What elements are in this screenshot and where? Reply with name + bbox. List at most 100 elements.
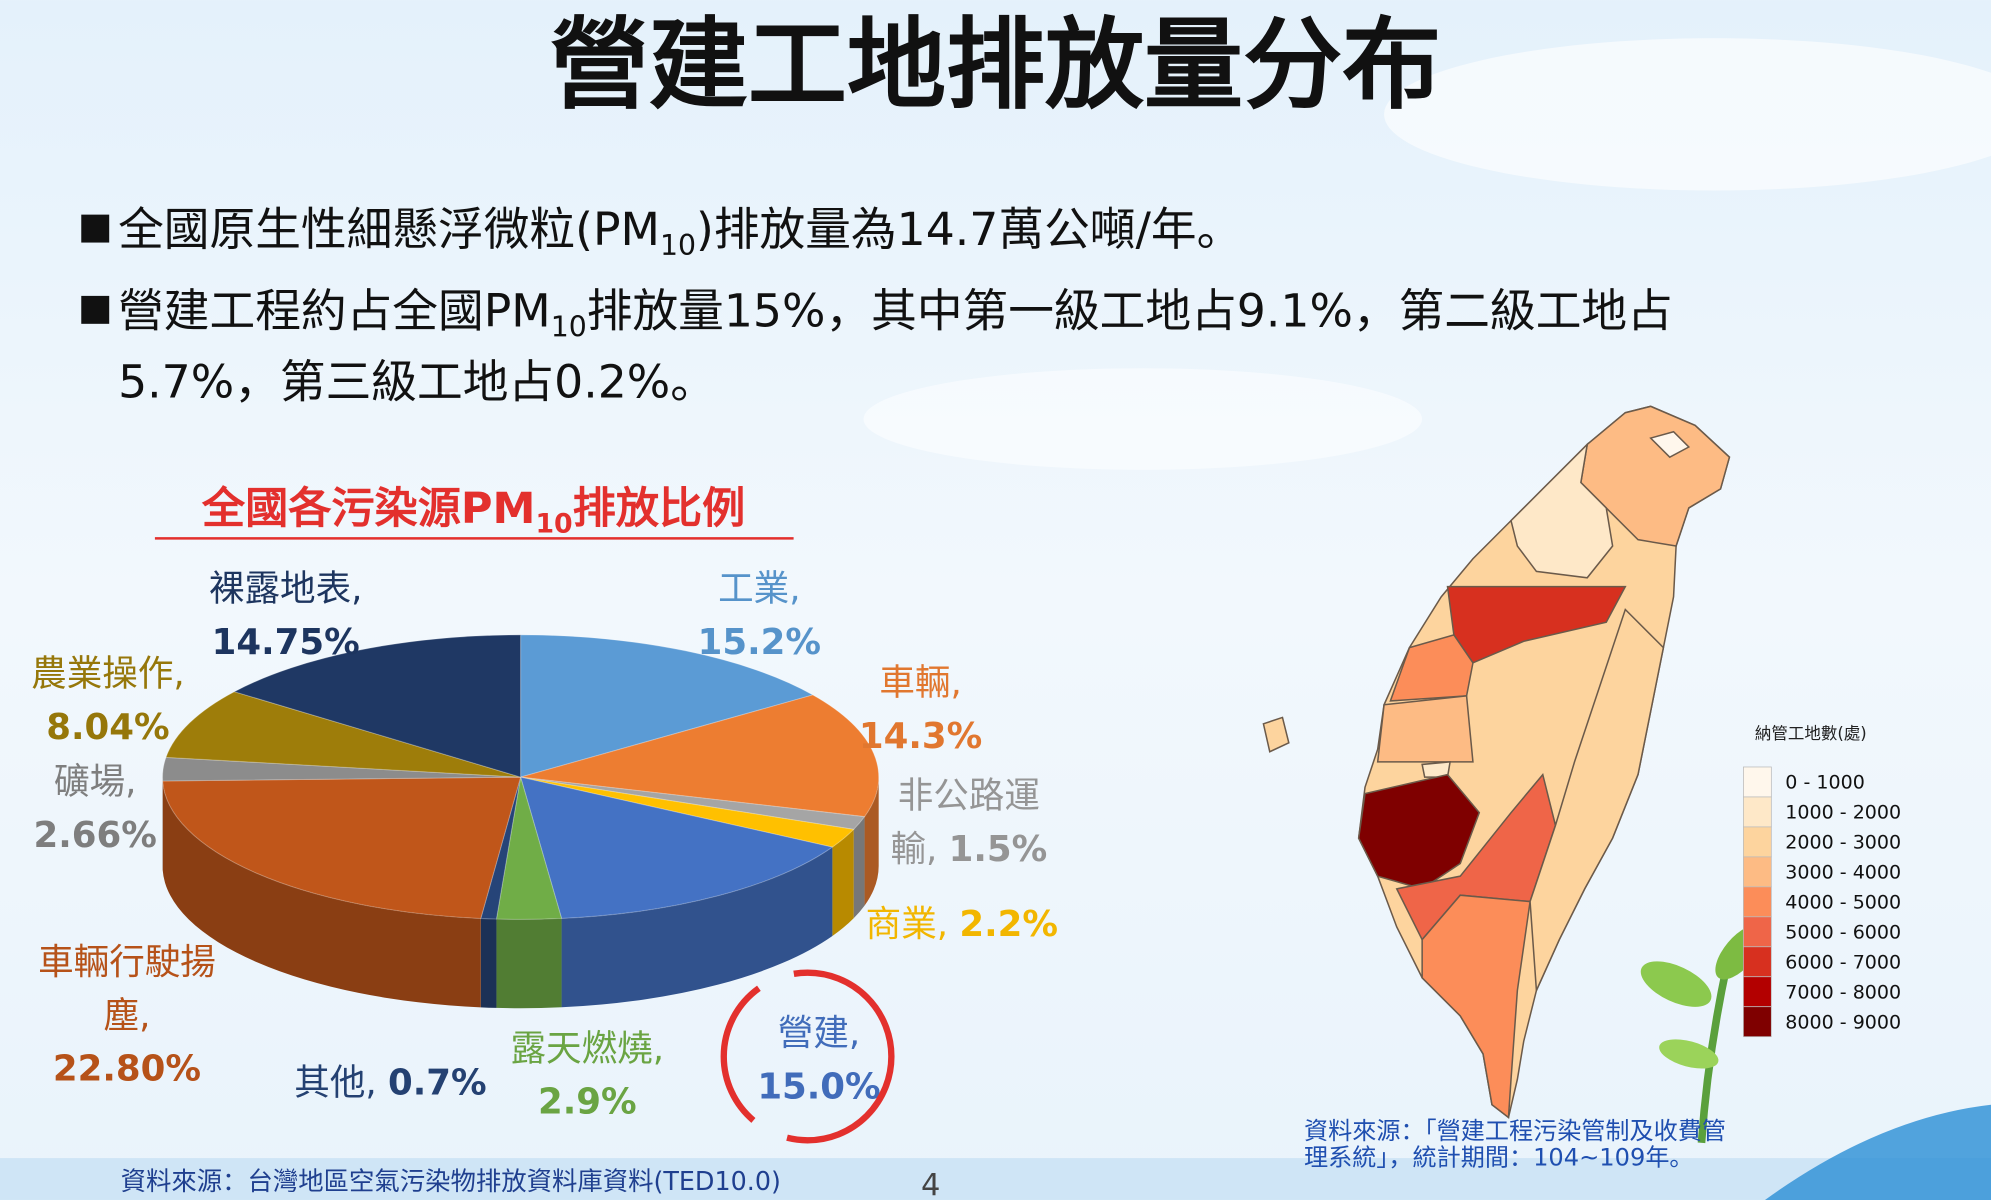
pie-slice-side [480,918,497,1008]
pie-label-box: 營建, 15.0% [756,1007,883,1114]
pie-slice-side [496,918,562,1009]
legend-label: 8000 - 9000 [1785,1011,1901,1033]
pie-value-label: 0.7% [388,1061,487,1104]
pie-category: 非公路運輸, [890,774,1040,870]
map-region [1357,773,1481,890]
text-run: 全國原生性細懸浮微粒(PM [118,203,660,256]
leaf [1659,1039,1719,1069]
taiwan-map [1262,405,1731,1119]
pie-label: 車輛行駛揚塵, 22.80% [38,936,216,1096]
pie-value-label: 1.5% [948,827,1048,870]
pie-label: 商業, 2.2% [865,902,1058,945]
source-right: 資料來源：「營建工程污染管制及收費管 [1304,1117,1726,1145]
legend-swatch [1743,946,1772,978]
text-run: 排放量15%，其中第一級工地占9.1%，第二級工地占 [587,284,1673,337]
subscript: 10 [660,229,696,262]
page-number: 4 [921,1168,940,1200]
text-run: 排放比例 [573,484,746,534]
bullet-text: 全國原生性細懸浮微粒(PM10)排放量為14.7萬公噸/年。 [118,203,1242,262]
legend-swatch [1743,826,1772,858]
map-region [1389,634,1474,702]
footer-strip [0,1158,1991,1200]
pie-category: 營建, [777,1012,861,1054]
map-region [1510,442,1614,579]
pie-slice-side [162,781,481,1008]
pie-label-box: 非公路運輸, 1.5% [880,770,1058,877]
legend-swatch [1743,976,1772,1008]
pie-slice [520,776,866,830]
legend-label: 3000 - 4000 [1785,861,1901,883]
pie-slice-side [864,777,879,906]
pie-slice-side [561,847,833,1008]
pie-category: 裸露地表, [208,567,363,610]
source-left: 資料來源：台灣地區空氣污染物排放資料庫資料(TED10.0) [121,1166,781,1196]
bullet-marker [81,295,110,324]
pie-category: 其他, [294,1061,377,1104]
legend-label: 7000 - 8000 [1785,981,1901,1003]
legend-label: 0 - 1000 [1785,772,1865,794]
pie-category: 礦場, [54,760,137,803]
map-region [1376,695,1474,763]
legend-label: 4000 - 5000 [1785,891,1901,913]
legend-label: 2000 - 3000 [1785,831,1901,853]
text-run: 5.7%，第三級工地占0.2%。 [118,355,716,408]
pie-label-box: 農業操作, 8.04% [6,648,209,755]
pie-label-box: 工業, 15.2% [696,563,823,670]
plant-decoration [1640,925,1764,1144]
pie-slice [165,691,521,778]
leaf [1640,961,1712,1007]
bullet-text: 營建工程約占全國PM10排放量15%，其中第一級工地占9.1%，第二級工地占 [118,284,1673,343]
legend-label: 1000 - 2000 [1785,802,1901,824]
pie-label: 工業, 15.2% [696,563,823,670]
pie-value-label: 2.66% [33,813,157,856]
map-region [1529,608,1665,991]
map-island [1262,716,1290,753]
pie-category: 農業操作, [31,652,185,695]
pie-label: 非公路運輸, 1.5% [880,770,1058,877]
subscript: 10 [535,509,572,540]
pie-slice [520,776,855,848]
cloud [863,368,1423,470]
cloud [1384,38,1991,191]
pie-value-label: 8.04% [46,706,170,748]
map-region [1649,430,1691,459]
legend-label: 6000 - 7000 [1785,951,1901,973]
pie-label: 裸露地表, 14.75% [184,563,387,670]
pie-slice [519,776,834,919]
pie-slice-side [832,829,854,936]
source-right: 理系統」，統計期間：104~109年。 [1304,1144,1694,1172]
pie-label: 其他, 0.7% [286,1056,496,1109]
legend-swatch [1743,886,1772,918]
legend-swatch [1743,796,1772,828]
text-run: )排放量為14.7萬公噸/年。 [696,203,1242,256]
slide-title: 營建工地排放量分布 [550,8,1441,123]
pie-value-label: 14.75% [211,620,360,663]
pie-category: 商業, [865,902,949,945]
pie-label-box: 裸露地表, 14.75% [184,563,387,670]
map-region [1421,894,1531,1119]
pie-label: 露天燃燒, 2.9% [510,1027,665,1123]
globe-decoration [1764,1104,1991,1200]
pie-value-label: 15.0% [757,1065,881,1108]
pie-slice [233,634,522,778]
pie-slice [162,776,522,919]
legend-label: 5000 - 6000 [1785,921,1901,943]
pie-value-label: 2.9% [537,1080,637,1123]
pie-value-label: 22.80% [52,1047,202,1090]
bullet-marker [81,214,110,243]
text-run: 全國各污染源PM [201,484,536,534]
legend-swatch [1743,766,1772,798]
pie-category: 工業, [718,567,801,610]
pie-label: 車輛, 14.3% [858,661,983,757]
pie-label-box: 其他, 0.7% [286,1056,496,1109]
pie-label-box: 車輛行駛揚塵, 22.80% [38,936,216,1096]
pie-value-label: 15.2% [697,620,821,663]
legend-swatch [1743,1006,1772,1038]
pie-category: 露天燃燒, [510,1027,665,1070]
pie-value-label: 14.3% [858,714,983,757]
chart-title: 全國各污染源PM10排放比例 [201,484,745,539]
pie-category: 車輛, [879,661,962,704]
pie-label: 農業操作, 8.04% [6,648,209,755]
